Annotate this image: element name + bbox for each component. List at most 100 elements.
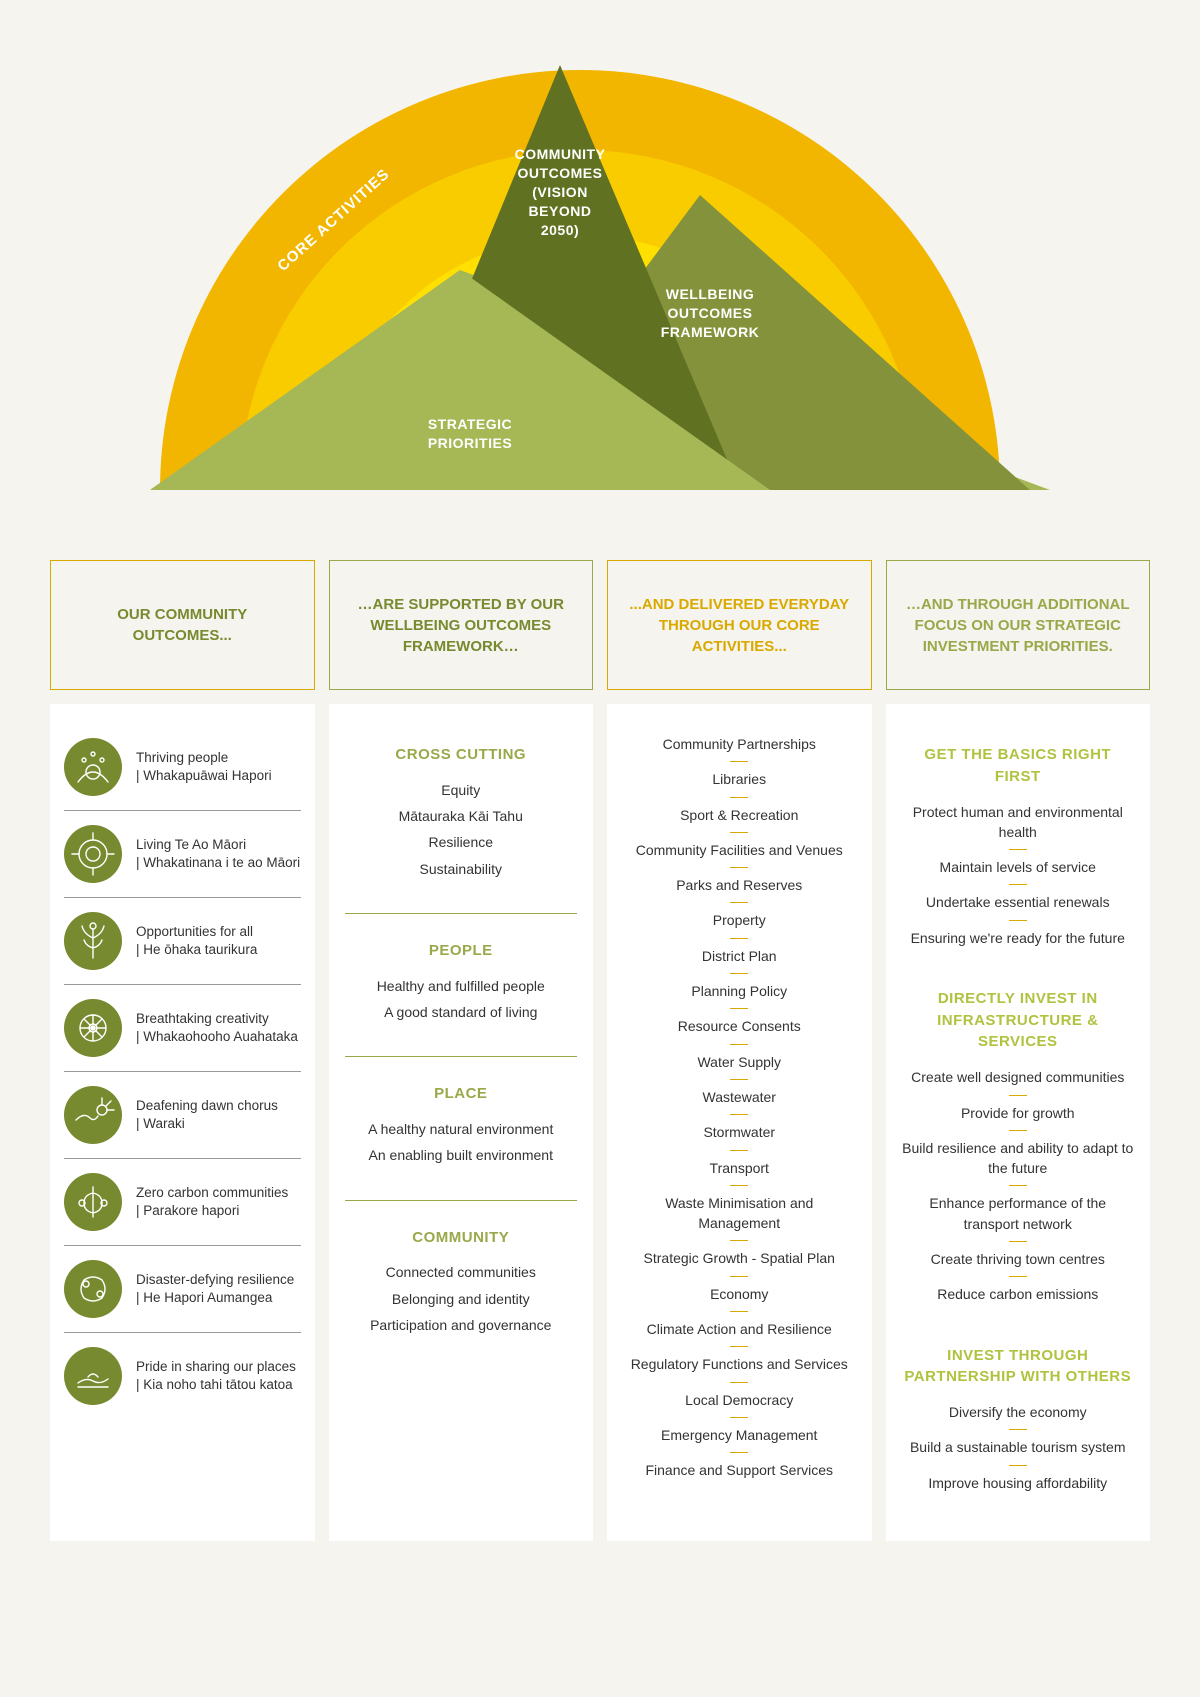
wellbeing-section-title: PEOPLE [345,940,578,962]
core-activities-column: Community Partnerships Libraries Sport & R… [607,704,872,1541]
wellbeing-section: COMMUNITYConnected communitiesBelonging … [345,1211,578,1360]
outcome-icon [64,1347,122,1405]
outcome-text: Disaster-defying resilience| He Hapori A… [136,1271,301,1307]
core-activity-item: Community Partnerships [623,734,856,754]
item-divider [730,1417,748,1418]
priority-section-title: GET THE BASICS RIGHT FIRST [902,744,1135,788]
priority-item: Reduce carbon emissions [902,1284,1135,1304]
item-divider [1009,920,1027,921]
outcome-row: Disaster-defying resilience| He Hapori A… [64,1246,301,1333]
item-divider [730,1346,748,1347]
strategic-label: STRATEGICPRIORITIES [405,415,535,453]
outcome-row: Deafening dawn chorus| Waraki [64,1072,301,1159]
outcome-text: Breathtaking creativity| Whakaohooho Aua… [136,1010,301,1046]
priority-item: Provide for growth [902,1103,1135,1123]
core-activity-item: Community Facilities and Venues [623,840,856,860]
outcome-icon [64,1173,122,1231]
wellbeing-section: PLACE A healthy natural environment An ena… [345,1067,578,1189]
item-divider [1009,849,1027,850]
item-divider [730,1044,748,1045]
outcome-text: Pride in sharing our places| Kia noho ta… [136,1358,301,1394]
core-activity-item: Local Democracy [623,1390,856,1410]
wellbeing-item: An enabling built environment [345,1145,578,1165]
outcomes-column: Thriving people| Whakapuāwai Hapori Livin… [50,704,315,1541]
item-divider [730,1079,748,1080]
outcome-row: Thriving people| Whakapuāwai Hapori [64,724,301,811]
outcome-icon [64,999,122,1057]
core-activity-item: District Plan [623,946,856,966]
outcome-icon [64,738,122,796]
wellbeing-section-title: CROSS CUTTING [345,744,578,766]
core-activity-item: Planning Policy [623,981,856,1001]
wellbeing-item: Participation and governance [345,1315,578,1335]
core-activity-item: Libraries [623,769,856,789]
core-activity-item: Parks and Reserves [623,875,856,895]
section-divider [345,1200,578,1201]
item-divider [730,1240,748,1241]
core-activity-item: Water Supply [623,1052,856,1072]
outcome-text: Zero carbon communities| Parakore hapori [136,1184,301,1220]
core-activity-item: Economy [623,1284,856,1304]
outcome-icon [64,912,122,970]
item-divider [1009,1465,1027,1466]
col-header-wellbeing: …ARE SUPPORTED BY OUR WELLBEING OUTCOMES… [329,560,594,690]
priority-item: Diversify the economy [902,1402,1135,1422]
item-divider [1009,1095,1027,1096]
core-activity-item: Regulatory Functions and Services [623,1354,856,1374]
wellbeing-item: Resilience [345,832,578,852]
priority-item: Create thriving town centres [902,1249,1135,1269]
wellbeing-section: CROSS CUTTINGEquityMātauraka Kāi TahuRes… [345,728,578,903]
item-divider [730,1150,748,1151]
column-headers-row: OUR COMMUNITY OUTCOMES... …ARE SUPPORTED… [50,560,1150,690]
item-divider [1009,1276,1027,1277]
wellbeing-section-title: PLACE [345,1083,578,1105]
outcome-row: Opportunities for all| He ōhaka taurikur… [64,898,301,985]
priority-section-title: DIRECTLY INVEST IN INFRASTRUCTURE & SERV… [902,988,1135,1053]
core-activity-item: Wastewater [623,1087,856,1107]
outcome-text: Living Te Ao Māori| Whakatinana i te ao … [136,836,301,872]
item-divider [730,797,748,798]
core-activity-item: Property [623,910,856,930]
core-activity-item: Sport & Recreation [623,805,856,825]
outcome-text: Thriving people| Whakapuāwai Hapori [136,749,301,785]
item-divider [1009,1429,1027,1430]
outcome-row: Pride in sharing our places| Kia noho ta… [64,1333,301,1419]
outcome-row: Zero carbon communities| Parakore hapori [64,1159,301,1246]
wellbeing-item: Sustainability [345,859,578,879]
item-divider [1009,884,1027,885]
core-activity-item: Emergency Management [623,1425,856,1445]
priority-section-title: INVEST THROUGH PARTNERSHIP WITH OTHERS [902,1345,1135,1389]
priority-item: Build resilience and ability to adapt to… [902,1138,1135,1179]
outcome-icon [64,1260,122,1318]
wellbeing-item: Connected communities [345,1262,578,1282]
item-divider [730,973,748,974]
wellbeing-item: Belonging and identity [345,1289,578,1309]
outcome-text: Deafening dawn chorus| Waraki [136,1097,301,1133]
priorities-column: GET THE BASICS RIGHT FIRSTProtect human … [886,704,1151,1541]
item-divider [1009,1130,1027,1131]
item-divider [730,938,748,939]
section-divider [345,1056,578,1057]
priority-item: Build a sustainable tourism system [902,1437,1135,1457]
wellbeing-section: PEOPLE Healthy and fulfilled people A good… [345,924,578,1046]
priority-item: Create well designed communities [902,1067,1135,1087]
hero-diagram: CORE ACTIVITIES COMMUNITYOUTCOMES(VISION… [50,30,1150,530]
wellbeing-item: A healthy natural environment [345,1119,578,1139]
item-divider [730,1382,748,1383]
item-divider [730,1185,748,1186]
outcome-icon [64,1086,122,1144]
outcome-text: Opportunities for all| He ōhaka taurikur… [136,923,301,959]
section-divider [345,913,578,914]
wellbeing-item: A good standard of living [345,1002,578,1022]
item-divider [1009,1185,1027,1186]
outcome-row: Breathtaking creativity| Whakaohooho Aua… [64,985,301,1072]
hero-svg [80,30,1120,530]
item-divider [730,761,748,762]
priority-section: DIRECTLY INVEST IN INFRASTRUCTURE & SERV… [902,972,1135,1329]
priority-item: Ensuring we're ready for the future [902,928,1135,948]
wellbeing-item: Equity [345,780,578,800]
wellbeing-item: Healthy and fulfilled people [345,976,578,996]
col-header-core: ...AND DELIVERED EVERYDAY THROUGH OUR CO… [607,560,872,690]
item-divider [730,1452,748,1453]
priority-item: Enhance performance of the transport net… [902,1193,1135,1234]
